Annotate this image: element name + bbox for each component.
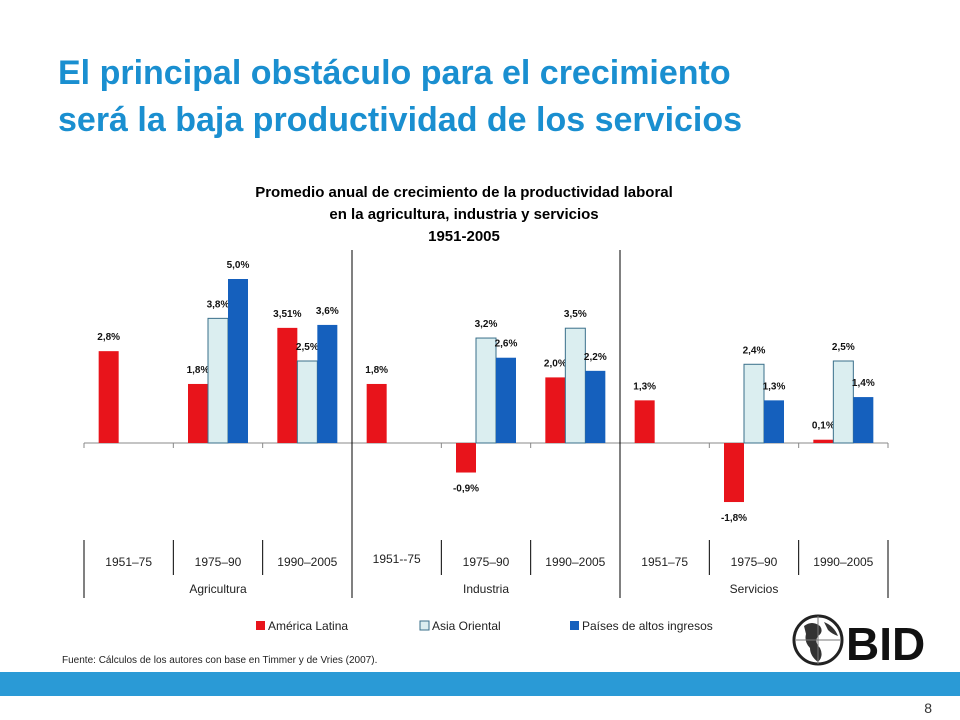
bar-asia-oriental <box>296 360 318 444</box>
period-tick-label: 1975–90 <box>463 555 510 569</box>
productivity-chart: Promedio anual de crecimiento de la prod… <box>83 184 889 633</box>
bid-logo: BID <box>792 614 925 668</box>
period-tick-label: 1990–2005 <box>277 555 337 569</box>
data-label: 0,1% <box>812 421 835 432</box>
source-note: Fuente: Cálculos de los autores con base… <box>62 655 378 666</box>
data-label: 3,6% <box>316 306 339 317</box>
bar-américa-latina <box>456 443 476 473</box>
bar-américa-latina <box>277 327 298 443</box>
bar-américa-latina <box>545 377 566 443</box>
period-tick-label: 1975–90 <box>731 555 778 569</box>
data-label: 2,8% <box>97 332 120 343</box>
sector-label: Industria <box>463 582 509 596</box>
bar-asia-oriental <box>207 317 229 444</box>
bar-américa-latina <box>366 383 387 443</box>
bar-países-de-altos-ingresos <box>764 400 784 443</box>
data-label: 3,51% <box>273 309 301 320</box>
slide-title: El principal obstáculo para el crecimien… <box>58 50 938 144</box>
bar-asia-oriental <box>564 327 586 444</box>
data-label: 1,4% <box>852 378 875 389</box>
data-label: 2,5% <box>832 342 855 353</box>
data-label: 3,2% <box>475 319 498 330</box>
bar-asia-oriental <box>475 337 497 444</box>
page-number: 8 <box>924 700 932 716</box>
data-label: 1,3% <box>763 381 786 392</box>
bar-países-de-altos-ingresos <box>317 324 338 443</box>
legend-swatch <box>256 621 265 630</box>
data-label: 2,2% <box>584 352 607 363</box>
data-label: 3,8% <box>207 299 230 310</box>
period-tick-label: 1951–75 <box>105 555 152 569</box>
chart-title-line: en la agricultura, industria y servicios <box>329 206 598 223</box>
data-label: 2,4% <box>743 345 766 356</box>
data-label: 1,8% <box>187 365 210 376</box>
globe-icon <box>792 614 844 666</box>
data-label: 5,0% <box>227 260 250 271</box>
data-label: 1,3% <box>633 381 656 392</box>
bar-países-de-altos-ingresos <box>228 279 248 443</box>
footer-bar <box>0 672 960 696</box>
period-tick-label: 1951–75 <box>641 555 688 569</box>
data-label: 2,5% <box>296 342 319 353</box>
period-tick-label: 1951--75 <box>373 552 421 566</box>
slide-title-line2: será la baja productividad de los servic… <box>58 101 743 139</box>
data-label: -0,9% <box>453 484 479 495</box>
legend-label: América Latina <box>268 619 348 633</box>
bar-américa-latina <box>813 439 834 443</box>
period-tick-label: 1990–2005 <box>813 555 873 569</box>
period-tick-label: 1990–2005 <box>545 555 605 569</box>
bar-países-de-altos-ingresos <box>853 397 874 443</box>
legend-label: Países de altos ingresos <box>582 619 713 633</box>
data-label: 1,8% <box>365 365 388 376</box>
chart-title-line: 1951-2005 <box>428 228 500 245</box>
slide-title-line1: El principal obstáculo para el crecimien… <box>58 54 731 92</box>
legend-swatch <box>419 620 430 631</box>
legend-swatch <box>570 621 579 630</box>
period-tick-label: 1975–90 <box>195 555 242 569</box>
bar-américa-latina <box>724 443 744 503</box>
bar-américa-latina <box>634 400 655 443</box>
bar-américa-latina <box>98 351 119 443</box>
sector-label: Servicios <box>730 582 779 596</box>
bar-países-de-altos-ingresos <box>585 370 606 443</box>
bar-américa-latina <box>188 383 208 443</box>
bar-países-de-altos-ingresos <box>496 357 516 443</box>
legend-label: Asia Oriental <box>432 619 501 633</box>
bid-logo-text: BID <box>846 618 925 668</box>
data-label: 3,5% <box>564 309 587 320</box>
bar-asia-oriental <box>832 360 854 444</box>
data-label: -1,8% <box>721 513 747 524</box>
chart-title-line: Promedio anual de crecimiento de la prod… <box>255 184 673 201</box>
bar-asia-oriental <box>743 363 765 444</box>
data-label: 2,6% <box>495 339 518 350</box>
data-label: 2,0% <box>544 358 567 369</box>
sector-label: Agricultura <box>189 582 247 596</box>
